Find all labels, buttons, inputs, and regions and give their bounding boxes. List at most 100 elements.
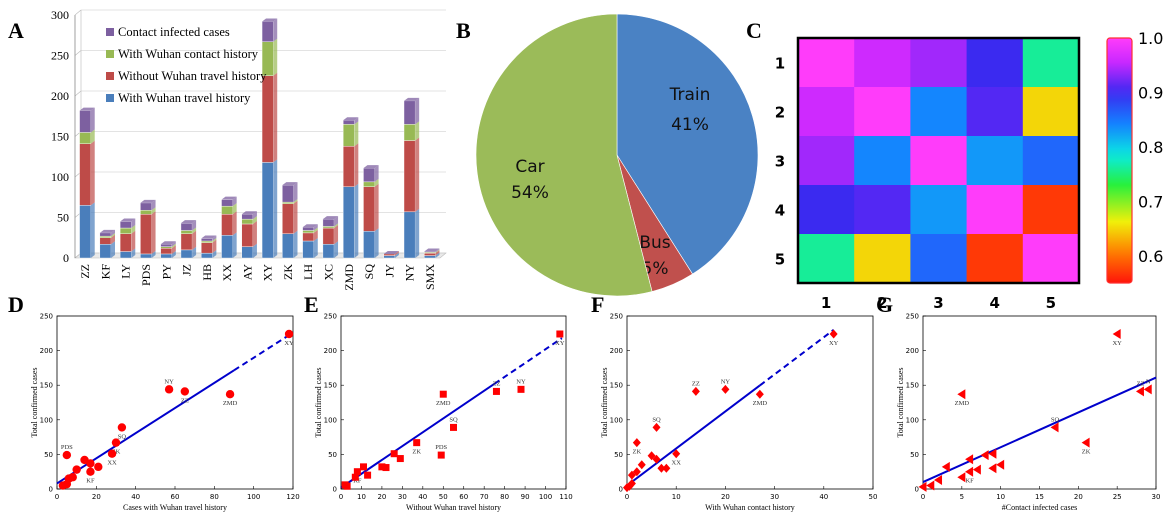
bar-segment	[140, 253, 152, 259]
bar-segment	[241, 246, 254, 259]
bar-side	[435, 252, 440, 258]
y-axis-label: Total confirmed cases	[30, 367, 39, 437]
y-tick-label: 200	[906, 347, 919, 355]
data-point	[86, 459, 95, 468]
x-axis-label: With Wuhan contact history	[705, 503, 795, 512]
bar-side	[131, 218, 136, 229]
data-point	[343, 482, 351, 490]
panel-letter-b: B	[456, 18, 471, 43]
bar-segment	[119, 221, 132, 229]
grid-line-diag	[74, 50, 82, 56]
bar-side	[232, 196, 237, 207]
heatmap-cell	[854, 87, 911, 137]
y-tick-label: 150	[40, 382, 53, 390]
x-tick-label: 0	[625, 493, 629, 501]
y-tick-label: 250	[51, 49, 69, 63]
y-tick-label: 0	[915, 486, 919, 494]
bar-segment	[119, 227, 132, 234]
data-point	[972, 464, 981, 475]
point-label: ZMD	[955, 400, 970, 407]
point-label: ZZ	[181, 397, 189, 404]
bar-top	[120, 218, 136, 222]
grid-line-diag	[74, 90, 82, 97]
bar-side	[273, 18, 278, 42]
bar-top	[99, 229, 115, 233]
x-tick-label: LH	[301, 264, 315, 280]
heatmap-cell	[910, 185, 968, 235]
bar-segment	[160, 253, 173, 259]
bar-side	[131, 230, 136, 252]
bar-segment	[403, 100, 416, 125]
bar-top	[383, 250, 399, 254]
bar-side	[273, 159, 278, 258]
data-point	[1081, 437, 1090, 448]
bar-side	[171, 245, 176, 254]
y-tick-label: 200	[610, 347, 623, 355]
x-tick-label: 30	[770, 493, 779, 501]
bar-segment	[180, 249, 193, 259]
x-tick-label: ZMD	[342, 264, 356, 291]
bar-segment	[79, 132, 91, 144]
bar-segment	[201, 240, 213, 243]
data-point	[657, 463, 666, 473]
bar-side	[151, 199, 156, 211]
point-label: ZK	[412, 449, 421, 456]
data-point	[662, 463, 671, 473]
bar-side	[415, 137, 420, 212]
bar-side	[435, 250, 440, 256]
bar-segment	[79, 143, 91, 206]
bar-side	[192, 230, 197, 250]
point-label: XY	[555, 340, 565, 347]
bar-segment	[363, 181, 375, 187]
bar-segment	[140, 210, 152, 215]
bar-side	[374, 165, 379, 182]
bar-side	[171, 250, 176, 258]
point-label: KF	[86, 478, 95, 485]
heatmap-cell	[798, 87, 855, 137]
point-label: PDS	[61, 444, 73, 451]
data-point	[86, 467, 95, 476]
bar-segment	[302, 227, 314, 231]
plot-frame	[626, 315, 874, 490]
x-tick-label: 0	[55, 493, 59, 501]
data-point	[413, 439, 421, 447]
data-point	[672, 449, 681, 459]
y-tick-label: 250	[40, 313, 53, 321]
x-tick-label: 50	[869, 493, 878, 501]
plot-frame	[56, 315, 294, 490]
point-label: XX	[672, 460, 682, 467]
bar-segment	[221, 199, 233, 207]
heatmap-cell	[1022, 38, 1080, 88]
bar-segment	[99, 244, 112, 259]
data-point	[517, 385, 525, 393]
legend-swatch	[106, 50, 114, 58]
heatmap-cell	[798, 38, 855, 88]
bar-segment	[363, 231, 375, 259]
bar-segment	[403, 124, 416, 141]
heatmap-cell	[966, 87, 1024, 137]
heatmap-col-label: 1	[821, 294, 831, 312]
pie-slice-train	[616, 13, 759, 275]
bar-side	[90, 202, 95, 258]
fit-line-dashed	[233, 331, 294, 372]
heatmap-row-label: 3	[775, 153, 785, 171]
bar-segment	[180, 222, 193, 231]
bar-segment	[261, 162, 274, 259]
heatmap-cell	[910, 38, 968, 88]
y-tick-label: 150	[324, 382, 337, 390]
point-label: KF	[965, 478, 974, 485]
y-tick-label: 0	[49, 486, 53, 494]
bar-segment	[282, 233, 294, 259]
bar-side	[212, 239, 217, 254]
bar-segment	[424, 252, 436, 256]
heatmap-cell	[1022, 185, 1080, 235]
bar-side	[90, 129, 95, 144]
data-point	[72, 465, 81, 474]
y-tick-label: 50	[44, 451, 53, 459]
bar-segment	[322, 244, 335, 259]
point-label: XY	[829, 340, 839, 347]
x-tick-label: 20	[92, 493, 101, 501]
y-tick-label: 100	[906, 416, 919, 424]
panel-letter-c: C	[746, 18, 762, 43]
data-point	[627, 470, 636, 480]
